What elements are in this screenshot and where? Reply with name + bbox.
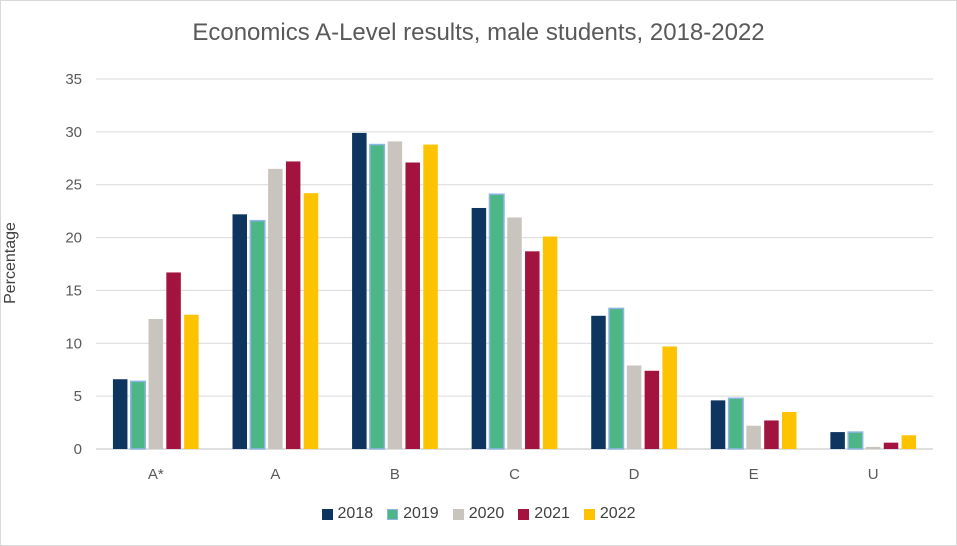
bar [352, 132, 367, 449]
bar [781, 412, 797, 449]
legend-item: 2018 [321, 505, 374, 523]
x-tick-label: A* [148, 466, 164, 483]
bar [112, 379, 128, 449]
bar [166, 272, 181, 449]
x-tick-label: U [868, 466, 879, 483]
x-tick-label: B [390, 466, 400, 483]
bar [830, 432, 845, 449]
bar [883, 442, 899, 449]
legend-label: 2021 [534, 505, 570, 522]
legend-swatch [387, 508, 399, 520]
bar [285, 161, 301, 449]
bar [471, 207, 487, 449]
bar [644, 370, 660, 449]
bar [303, 193, 319, 449]
bar [268, 168, 283, 449]
bar [865, 446, 881, 449]
legend-label: 2019 [403, 505, 439, 522]
legend-swatch [321, 508, 333, 520]
bar [710, 400, 726, 449]
bar [423, 144, 438, 450]
bar [764, 420, 779, 449]
bar [847, 431, 864, 450]
legend-label: 2018 [337, 505, 374, 522]
bar [901, 435, 917, 449]
bar [184, 314, 199, 449]
bar [525, 251, 540, 449]
legend-item: 2022 [583, 505, 636, 523]
bar [148, 318, 164, 449]
legend-swatch [583, 508, 595, 520]
bar [542, 236, 558, 449]
y-tick-label: 5 [74, 388, 82, 405]
legend-label: 2020 [468, 505, 505, 522]
legend-label: 2022 [599, 505, 636, 522]
bar [591, 315, 606, 449]
y-tick-label: 25 [65, 177, 82, 194]
legend-swatch [452, 508, 464, 520]
bar [507, 217, 522, 449]
bar [232, 214, 248, 449]
y-tick-label: 10 [65, 335, 82, 352]
y-tick-label: 15 [65, 282, 82, 299]
bar [405, 162, 420, 449]
bar [488, 193, 505, 450]
y-tick-label: 30 [65, 124, 82, 141]
chart-title: Economics A-Level results, male students… [192, 19, 765, 46]
bar [746, 425, 761, 449]
legend-swatch [518, 508, 530, 520]
y-tick-label: 20 [65, 230, 82, 247]
bar [727, 397, 744, 450]
legend-item: 2021 [518, 505, 570, 523]
x-tick-label: A [270, 466, 280, 483]
bar [249, 219, 266, 450]
bar [662, 346, 677, 449]
y-tick-label: 0 [74, 441, 82, 458]
legend-item: 2020 [452, 505, 505, 523]
bar [608, 307, 625, 450]
y-tick-label: 35 [65, 71, 82, 88]
legend: 2018 2019 2020 2021 2022 [1, 505, 956, 523]
x-tick-label: E [749, 466, 759, 483]
bar [626, 365, 642, 449]
x-tick-label: C [509, 466, 520, 483]
x-tick-label: D [629, 466, 640, 483]
bar [387, 141, 403, 449]
bar [129, 380, 146, 450]
legend-item: 2019 [387, 505, 439, 523]
bar [369, 143, 386, 450]
